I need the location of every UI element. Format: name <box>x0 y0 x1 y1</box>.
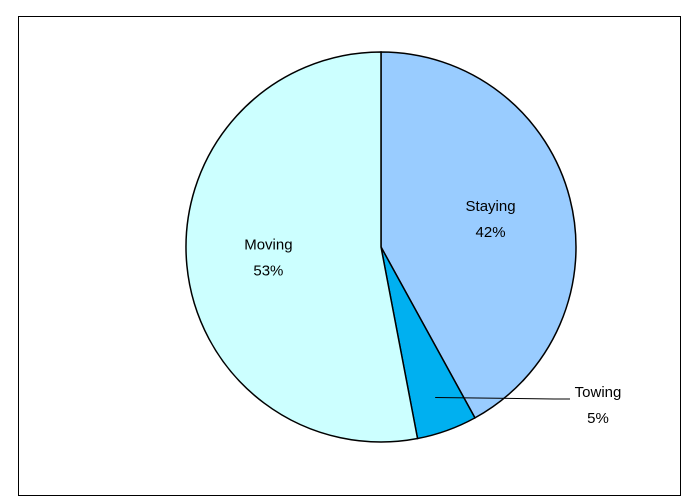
pie-slice-staying <box>380 51 577 419</box>
pie-labels: Staying 42% Towing 5% Moving 53% <box>244 198 621 427</box>
pie-slice-moving <box>185 51 419 443</box>
leader-line-towing <box>435 396 570 400</box>
pie-slices <box>185 51 577 443</box>
slice-label-staying: Staying <box>466 198 516 215</box>
slice-label-towing: Towing <box>575 384 622 401</box>
slice-percent-staying: 42% <box>476 224 506 241</box>
slice-percent-moving: 53% <box>253 263 283 280</box>
slice-percent-towing: 5% <box>587 410 609 427</box>
slice-label-moving: Moving <box>244 237 292 254</box>
